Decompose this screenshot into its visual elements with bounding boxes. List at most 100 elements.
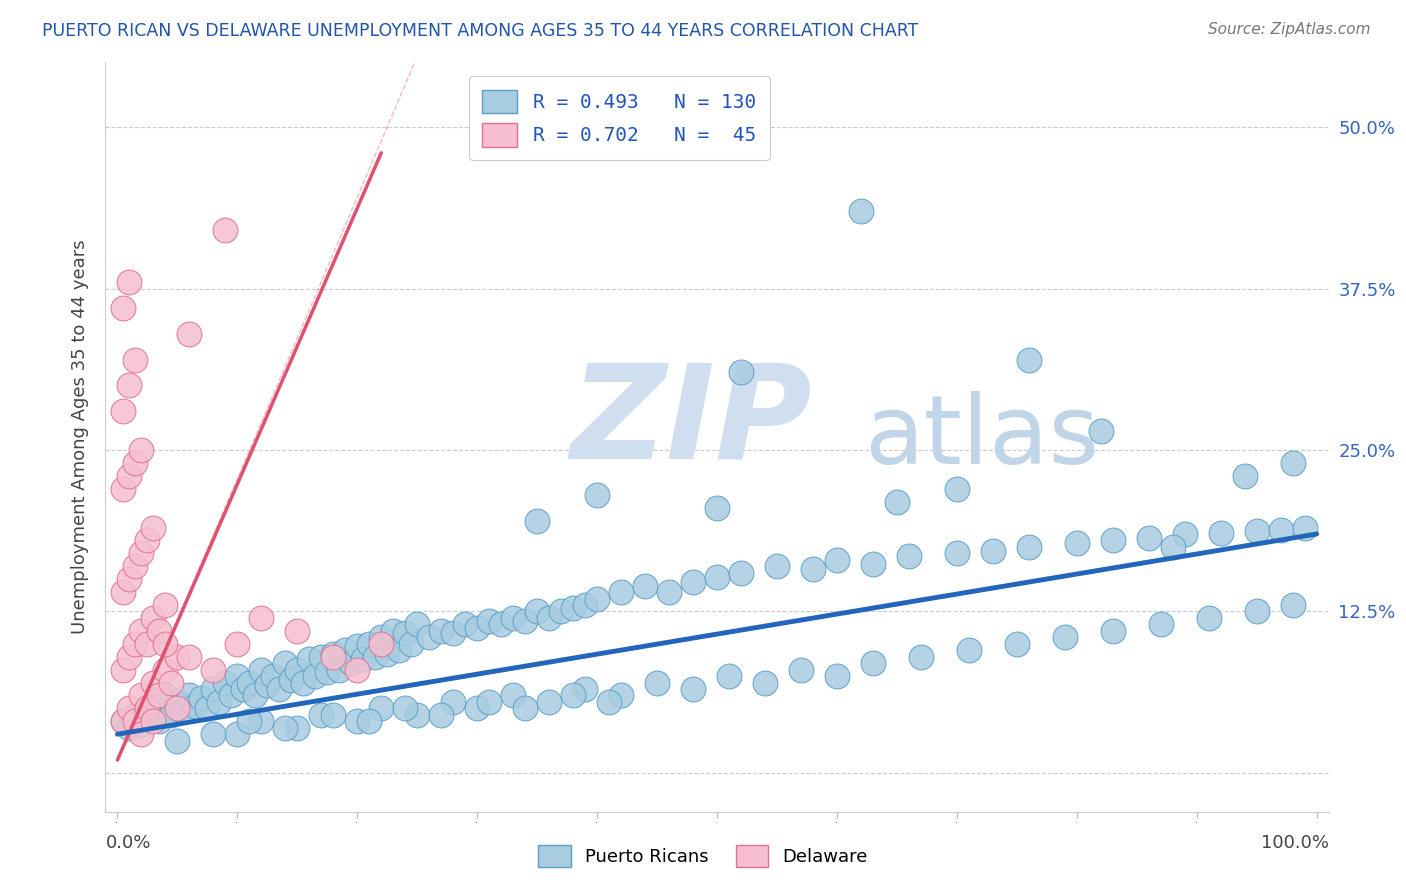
Point	[131, 727, 153, 741]
Point	[718, 669, 741, 683]
Point	[202, 681, 225, 696]
Point	[142, 611, 165, 625]
Point	[359, 637, 381, 651]
Point	[298, 652, 321, 666]
Point	[142, 714, 165, 729]
Point	[515, 701, 537, 715]
Point	[148, 714, 170, 729]
Point	[1270, 523, 1292, 537]
Point	[441, 695, 464, 709]
Point	[262, 669, 284, 683]
Point	[957, 643, 980, 657]
Point	[454, 617, 477, 632]
Point	[112, 585, 135, 599]
Point	[418, 630, 440, 644]
Point	[148, 689, 170, 703]
Point	[1005, 637, 1028, 651]
Point	[232, 681, 254, 696]
Point	[328, 663, 350, 677]
Point	[375, 647, 398, 661]
Point	[322, 647, 344, 661]
Point	[441, 626, 464, 640]
Point	[160, 675, 183, 690]
Point	[515, 614, 537, 628]
Point	[706, 569, 728, 583]
Point	[346, 714, 368, 729]
Point	[897, 549, 920, 563]
Point	[322, 649, 344, 664]
Point	[226, 637, 249, 651]
Point	[269, 681, 291, 696]
Point	[399, 637, 422, 651]
Text: PUERTO RICAN VS DELAWARE UNEMPLOYMENT AMONG AGES 35 TO 44 YEARS CORRELATION CHAR: PUERTO RICAN VS DELAWARE UNEMPLOYMENT AM…	[42, 22, 918, 40]
Point	[562, 689, 585, 703]
Point	[340, 656, 363, 670]
Y-axis label: Unemployment Among Ages 35 to 44 years: Unemployment Among Ages 35 to 44 years	[70, 240, 89, 634]
Point	[274, 656, 297, 670]
Point	[238, 714, 260, 729]
Point	[489, 617, 512, 632]
Point	[112, 404, 135, 418]
Point	[430, 707, 453, 722]
Point	[136, 637, 159, 651]
Point	[550, 605, 572, 619]
Point	[370, 637, 392, 651]
Point	[388, 643, 411, 657]
Legend: R = 0.493   N = 130, R = 0.702   N =  45: R = 0.493 N = 130, R = 0.702 N = 45	[468, 76, 769, 161]
Point	[1018, 352, 1040, 367]
Text: 0.0%: 0.0%	[105, 834, 150, 852]
Point	[1281, 598, 1303, 612]
Point	[280, 673, 302, 687]
Point	[285, 624, 308, 638]
Point	[166, 695, 188, 709]
Point	[862, 656, 884, 670]
Point	[346, 663, 368, 677]
Point	[124, 707, 146, 722]
Point	[250, 714, 273, 729]
Point	[124, 559, 146, 574]
Point	[538, 611, 561, 625]
Point	[394, 701, 416, 715]
Point	[118, 275, 141, 289]
Point	[981, 543, 1004, 558]
Point	[179, 326, 201, 341]
Point	[586, 488, 609, 502]
Point	[1018, 540, 1040, 554]
Point	[172, 704, 194, 718]
Point	[142, 675, 165, 690]
Point	[250, 663, 273, 677]
Point	[1053, 630, 1076, 644]
Point	[478, 614, 501, 628]
Point	[285, 721, 308, 735]
Point	[155, 598, 177, 612]
Point	[124, 714, 146, 729]
Point	[256, 678, 278, 692]
Point	[465, 621, 488, 635]
Point	[245, 689, 267, 703]
Point	[430, 624, 453, 638]
Point	[502, 689, 524, 703]
Point	[1246, 605, 1268, 619]
Point	[112, 714, 135, 729]
Point	[166, 701, 188, 715]
Point	[562, 600, 585, 615]
Point	[335, 643, 357, 657]
Point	[364, 649, 387, 664]
Point	[195, 701, 219, 715]
Point	[1101, 533, 1123, 548]
Point	[645, 675, 668, 690]
Point	[131, 546, 153, 560]
Point	[682, 681, 704, 696]
Point	[478, 695, 501, 709]
Point	[682, 574, 704, 589]
Point	[118, 721, 141, 735]
Point	[118, 649, 141, 664]
Point	[1294, 520, 1316, 534]
Point	[849, 204, 872, 219]
Point	[1281, 456, 1303, 470]
Text: ZIP: ZIP	[571, 359, 811, 485]
Text: Source: ZipAtlas.com: Source: ZipAtlas.com	[1208, 22, 1371, 37]
Point	[526, 514, 548, 528]
Point	[706, 501, 728, 516]
Point	[598, 695, 620, 709]
